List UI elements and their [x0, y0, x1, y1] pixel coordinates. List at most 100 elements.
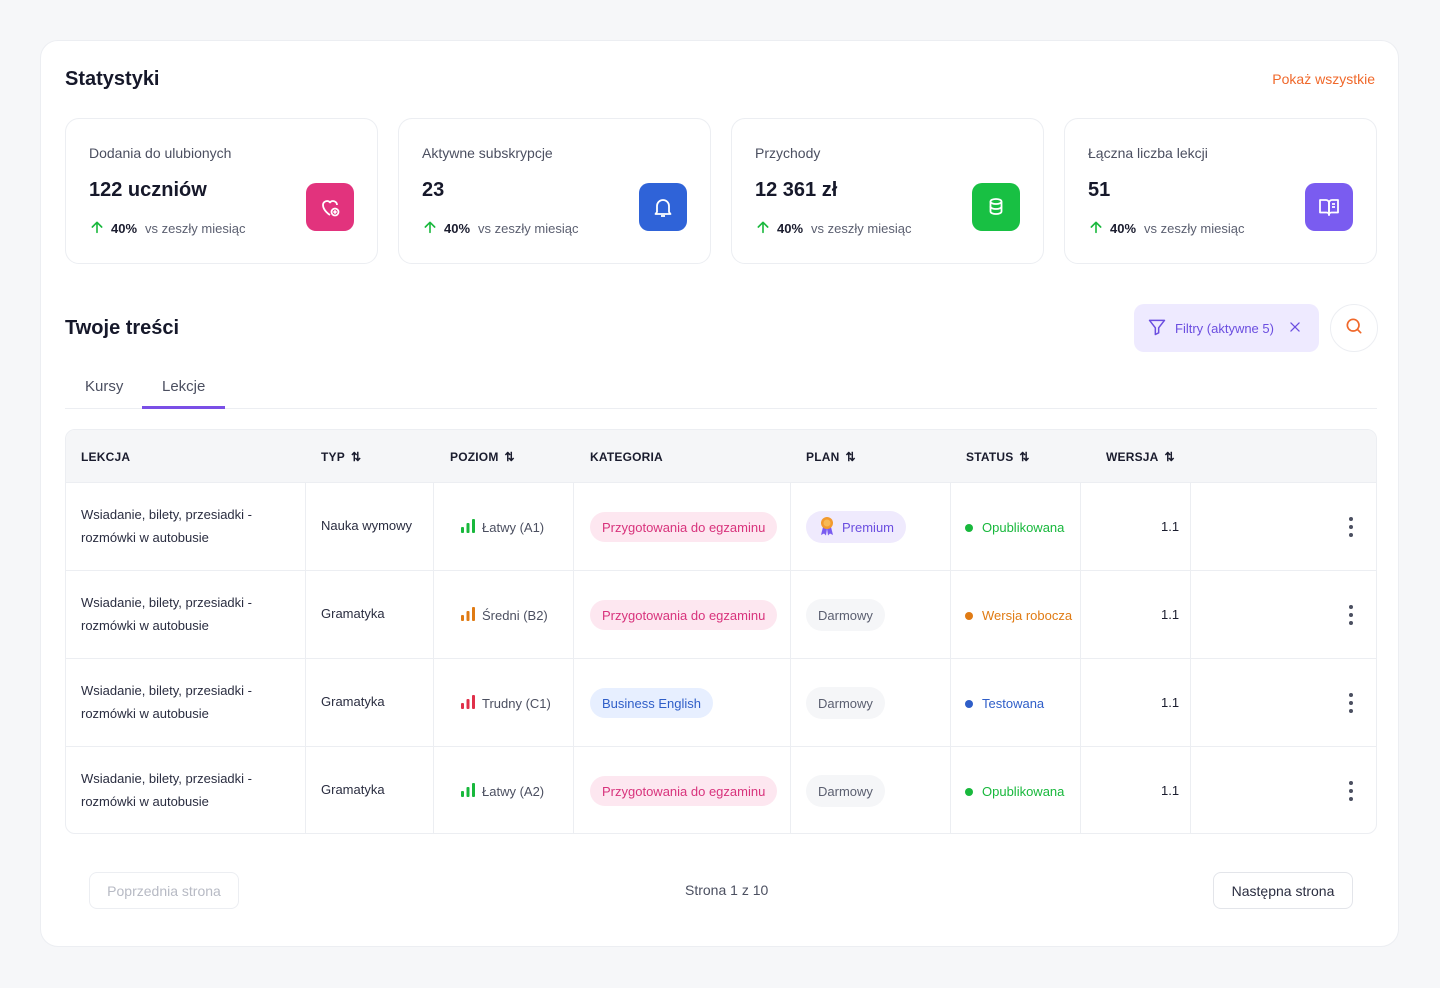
column-divider	[950, 483, 951, 571]
trend-percent: 40%	[777, 221, 804, 236]
trend-percent: 40%	[1110, 221, 1137, 236]
column-divider	[433, 571, 434, 659]
column-divider	[1190, 483, 1191, 571]
stat-card: Aktywne subskrypcje 23 40% vs zeszły mie…	[398, 118, 711, 264]
clear-filters-icon[interactable]	[1288, 320, 1302, 337]
level-label: Łatwy (A2)	[482, 784, 545, 799]
sort-icon[interactable]: ⇅	[1164, 450, 1175, 464]
stat-value: 12 361 zł	[755, 179, 838, 201]
more-actions-icon[interactable]	[1344, 517, 1358, 537]
stat-trend: 40% vs zeszły miesiąc	[1088, 219, 1244, 238]
version-value: 1.1	[1161, 695, 1180, 710]
table-row[interactable]: Wsiadanie, bilety, przesiadki - rozmówki…	[66, 483, 1376, 571]
column-divider	[573, 659, 574, 747]
level-bars-icon	[460, 695, 476, 712]
arrow-up-icon	[755, 219, 771, 238]
col-lekcja: LEKCJA	[81, 450, 131, 464]
more-actions-icon[interactable]	[1344, 693, 1358, 713]
arrow-up-icon	[1088, 219, 1104, 238]
table-row[interactable]: Wsiadanie, bilety, przesiadki - rozmówki…	[66, 659, 1376, 747]
prev-page-button[interactable]: Poprzednia strona	[89, 872, 239, 909]
search-icon	[1344, 316, 1364, 341]
status-dot-icon	[965, 787, 973, 796]
lesson-type: Gramatyka	[321, 782, 385, 797]
lesson-level: Łatwy (A1)	[460, 519, 544, 536]
version-value: 1.1	[1161, 519, 1180, 534]
plan-badge: Premium	[806, 511, 907, 543]
next-page-button[interactable]: Następna strona	[1213, 872, 1353, 909]
filters-button[interactable]: Filtry (aktywne 5)	[1134, 304, 1319, 352]
category-badge: Przygotowania do egzaminu	[590, 512, 778, 542]
column-divider	[790, 659, 791, 747]
column-divider	[1080, 659, 1081, 747]
stat-trend: 40% vs zeszły miesiąc	[422, 219, 578, 238]
table-row[interactable]: Wsiadanie, bilety, przesiadki - rozmówki…	[66, 747, 1376, 833]
content-tabs: Kursy Lekcje	[65, 374, 1377, 409]
award-icon	[818, 516, 836, 539]
col-status[interactable]: STATUS ⇅	[966, 450, 1030, 464]
column-divider	[1190, 659, 1191, 747]
status-dot-icon	[965, 523, 973, 532]
stat-value: 51	[1088, 179, 1111, 201]
stat-trend: 40% vs zeszły miesiąc	[89, 219, 245, 238]
status-badge: Opublikowana	[965, 520, 1064, 535]
column-divider	[1080, 571, 1081, 659]
more-actions-icon[interactable]	[1344, 781, 1358, 801]
lesson-type: Gramatyka	[321, 606, 385, 621]
filters-label: Filtry (aktywne 5)	[1175, 320, 1274, 336]
stat-value: 23	[422, 179, 445, 201]
table-row[interactable]: Wsiadanie, bilety, przesiadki - rozmówki…	[66, 571, 1376, 659]
show-all-link[interactable]: Pokaż wszystkie	[1272, 71, 1375, 87]
sort-icon[interactable]: ⇅	[1019, 450, 1030, 464]
trend-percent: 40%	[111, 221, 138, 236]
sort-icon[interactable]: ⇅	[350, 450, 362, 464]
stat-label: Przychody	[755, 145, 821, 161]
column-divider	[573, 571, 574, 659]
sort-icon[interactable]: ⇅	[504, 450, 515, 464]
stat-label: Łączna liczba lekcji	[1088, 145, 1208, 161]
plan-badge: Darmowy	[806, 775, 885, 807]
trend-comparison: vs zeszły miesiąc	[478, 221, 579, 236]
category-badge: Business English	[590, 688, 713, 718]
column-divider	[1080, 483, 1081, 571]
col-wersja[interactable]: WERSJA ⇅	[1106, 450, 1175, 464]
column-divider	[1080, 747, 1081, 833]
status-label: Opublikowana	[982, 784, 1065, 799]
filter-icon	[1147, 317, 1167, 340]
tab-lekcje[interactable]: Lekcje	[142, 378, 226, 409]
level-bars-icon	[460, 519, 476, 536]
table-header: LEKCJA TYP ⇅ POZIOM ⇅ KATEGORIA PLAN ⇅ STAT…	[66, 430, 1376, 483]
search-button[interactable]	[1330, 304, 1378, 352]
col-poziom[interactable]: POZIOM ⇅	[450, 450, 515, 464]
status-label: Wersja robocza	[982, 608, 1073, 623]
level-bars-icon	[460, 783, 476, 800]
main-panel: Statystyki Pokaż wszystkie Dodania do ul…	[40, 40, 1399, 947]
plan-label: Darmowy	[818, 607, 873, 623]
col-plan[interactable]: PLAN ⇅	[806, 450, 856, 464]
column-divider	[305, 571, 306, 659]
column-divider	[950, 571, 951, 659]
more-actions-icon[interactable]	[1344, 605, 1358, 625]
lesson-name[interactable]: Wsiadanie, bilety, przesiadki - rozmówki…	[81, 595, 252, 633]
book-open-icon	[1305, 183, 1353, 231]
status-label: Opublikowana	[982, 520, 1065, 535]
tab-kursy[interactable]: Kursy	[85, 378, 124, 395]
trend-comparison: vs zeszły miesiąc	[811, 221, 912, 236]
lesson-name[interactable]: Wsiadanie, bilety, przesiadki - rozmówki…	[81, 771, 252, 809]
lesson-name[interactable]: Wsiadanie, bilety, przesiadki - rozmówki…	[81, 507, 252, 545]
col-typ[interactable]: TYP ⇅	[321, 450, 362, 464]
stat-label: Dodania do ulubionych	[89, 145, 232, 161]
page-indicator: Strona 1 z 10	[685, 882, 769, 898]
column-divider	[573, 747, 574, 833]
status-label: Testowana	[982, 696, 1045, 711]
column-divider	[573, 483, 574, 571]
status-dot-icon	[965, 699, 973, 708]
sort-icon[interactable]: ⇅	[845, 450, 856, 464]
plan-badge: Darmowy	[806, 687, 885, 719]
category-badge: Przygotowania do egzaminu	[590, 776, 778, 806]
column-divider	[950, 659, 951, 747]
bell-icon	[639, 183, 687, 231]
level-label: Trudny (C1)	[482, 696, 551, 711]
category-badge: Przygotowania do egzaminu	[590, 600, 778, 630]
lesson-name[interactable]: Wsiadanie, bilety, przesiadki - rozmówki…	[81, 683, 252, 721]
